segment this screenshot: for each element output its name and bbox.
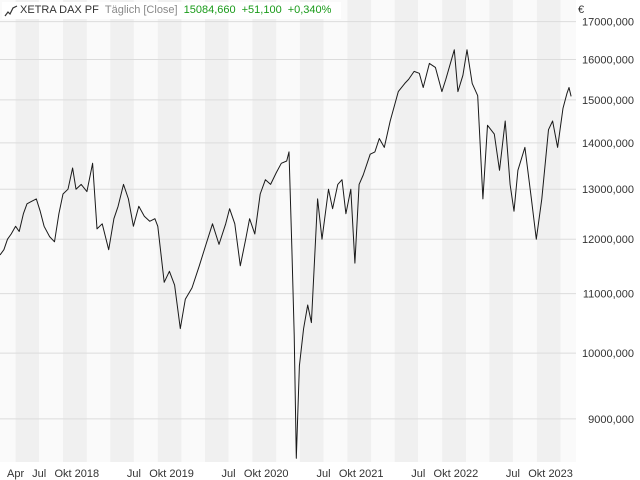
month-band — [371, 0, 395, 462]
x-tick-label: Okt — [339, 468, 356, 480]
price-change: +51,100 — [241, 4, 282, 16]
month-band — [228, 0, 253, 462]
month-band — [133, 0, 158, 462]
month-band — [489, 0, 513, 462]
x-tick-label: 2020 — [264, 468, 288, 480]
month-band — [536, 0, 561, 462]
x-tick-label: Jul — [222, 468, 236, 480]
x-tick-label: Okt — [434, 468, 451, 480]
currency-label: € — [578, 4, 585, 16]
x-tick-label: Jul — [411, 468, 425, 480]
month-band — [418, 0, 443, 462]
x-tick-label: 2023 — [548, 468, 572, 480]
line-chart-icon — [4, 4, 18, 16]
y-tick-label: 16000,000 — [582, 55, 634, 67]
month-band — [394, 0, 419, 462]
x-tick-label: Okt — [244, 468, 261, 480]
x-tick-label: Apr — [7, 468, 24, 480]
chart-mode: Täglich [Close] — [104, 4, 178, 16]
month-band — [323, 0, 348, 462]
y-tick-label: 15000,000 — [582, 95, 634, 107]
y-tick-label: 11000,000 — [583, 289, 634, 301]
month-band — [110, 0, 134, 462]
y-tick-label: 10000,000 — [582, 348, 634, 360]
month-band — [347, 0, 372, 462]
month-band — [512, 0, 537, 462]
month-band — [157, 0, 182, 462]
x-tick-label: Okt — [149, 468, 166, 480]
month-band — [560, 0, 576, 462]
x-tick-label: 2018 — [75, 468, 99, 480]
month-band — [442, 0, 466, 462]
month-band — [181, 0, 205, 462]
month-band — [252, 0, 277, 462]
x-axis-background — [0, 462, 576, 480]
x-tick-label: Jul — [127, 468, 141, 480]
chart-header: XETRA DAX PF Täglich [Close] 15084,660 +… — [2, 2, 342, 19]
x-axis: Apr Jul Okt 2018 Jul Okt 2019 Jul Okt 2020 Jul Okt 2… — [7, 468, 573, 480]
y-axis: 9000,000 10000,000 11000,000 12000,000 13000… — [582, 17, 634, 426]
month-band — [63, 0, 87, 462]
y-tick-label: 13000,000 — [582, 184, 634, 196]
series-layer — [0, 49, 572, 459]
y-tick-label: 12000,000 — [582, 234, 634, 246]
price-change-percent: +0,340% — [287, 4, 332, 16]
series-line — [0, 49, 572, 459]
x-tick-label: Jul — [317, 468, 331, 480]
month-band — [465, 0, 490, 462]
month-band — [204, 0, 229, 462]
month-band — [0, 0, 16, 462]
month-band — [299, 0, 324, 462]
month-band — [86, 0, 111, 462]
month-band — [276, 0, 300, 462]
y-tick-label: 17000,000 — [582, 17, 634, 29]
x-tick-label: Okt — [528, 468, 545, 480]
month-band — [39, 0, 64, 462]
last-price: 15084,660 — [183, 4, 236, 16]
x-tick-label: 2021 — [359, 468, 383, 480]
y-tick-label: 9000,000 — [588, 414, 634, 426]
y-axis-background — [576, 0, 640, 480]
instrument-name: XETRA DAX PF — [20, 4, 99, 16]
x-tick-label: Jul — [506, 468, 520, 480]
x-tick-label: 2022 — [454, 468, 478, 480]
x-tick-label: Jul — [32, 468, 46, 480]
month-band — [15, 0, 40, 462]
x-tick-label: Okt — [54, 468, 71, 480]
x-tick-label: 2019 — [169, 468, 193, 480]
y-tick-label: 14000,000 — [582, 138, 634, 150]
